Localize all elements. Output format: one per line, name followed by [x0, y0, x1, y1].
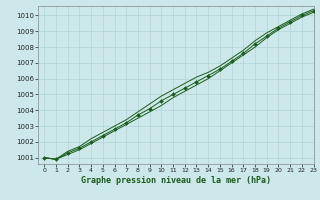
X-axis label: Graphe pression niveau de la mer (hPa): Graphe pression niveau de la mer (hPa) — [81, 176, 271, 185]
